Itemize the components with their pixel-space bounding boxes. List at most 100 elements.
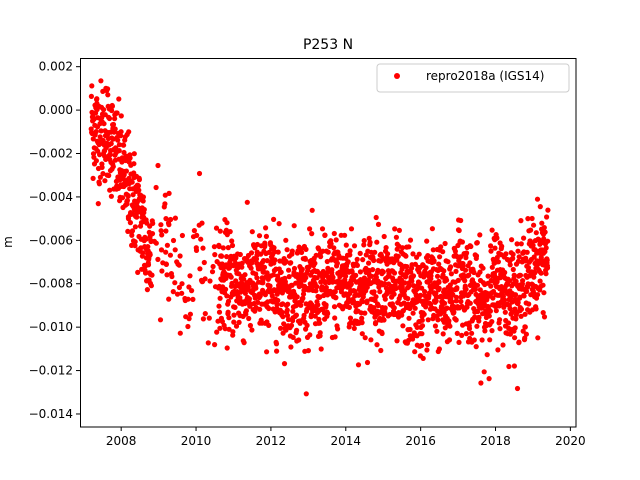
data-point — [374, 342, 380, 348]
data-point — [459, 239, 465, 245]
data-point — [531, 274, 537, 280]
data-point — [253, 285, 259, 291]
data-point — [511, 272, 517, 278]
x-tick-label: 2012 — [256, 434, 287, 448]
data-point — [284, 307, 290, 313]
data-point — [198, 236, 204, 242]
data-point — [187, 273, 193, 279]
data-point — [454, 330, 460, 336]
data-point — [129, 228, 136, 234]
data-point — [347, 252, 353, 258]
data-point — [399, 312, 405, 318]
data-point — [506, 278, 513, 284]
data-point — [467, 335, 473, 341]
data-point — [518, 218, 524, 224]
data-point — [513, 292, 519, 298]
data-point — [168, 216, 174, 223]
data-point — [97, 134, 103, 140]
data-point — [374, 239, 380, 245]
data-point — [539, 220, 545, 226]
data-point — [407, 326, 413, 333]
data-point — [430, 247, 436, 253]
data-point — [176, 284, 182, 291]
data-point — [387, 311, 393, 318]
data-point — [116, 142, 122, 148]
data-point — [418, 342, 425, 349]
data-point — [205, 340, 211, 346]
data-point — [458, 298, 464, 305]
data-point — [395, 253, 401, 259]
data-point — [309, 231, 315, 237]
data-point — [453, 317, 459, 323]
data-point — [379, 330, 385, 337]
data-point — [134, 214, 140, 220]
data-point — [225, 245, 231, 251]
data-point — [479, 337, 485, 343]
data-point — [200, 245, 206, 251]
data-point — [216, 243, 222, 250]
data-point — [405, 296, 411, 302]
data-point — [484, 352, 490, 358]
data-point — [469, 330, 475, 336]
data-point — [312, 260, 318, 266]
data-point — [316, 246, 322, 252]
data-point — [153, 184, 159, 191]
data-point — [346, 304, 352, 310]
data-point — [257, 293, 263, 299]
data-point — [522, 311, 528, 317]
data-point — [231, 312, 237, 318]
data-point — [330, 274, 336, 280]
data-point — [373, 320, 379, 326]
data-point — [434, 328, 440, 334]
data-point — [107, 187, 113, 193]
data-point — [177, 253, 183, 259]
data-point — [305, 348, 311, 354]
data-point — [309, 207, 315, 213]
data-point — [207, 278, 213, 284]
data-point — [523, 255, 529, 261]
data-point — [458, 217, 464, 224]
data-point — [511, 335, 518, 341]
data-point — [140, 250, 146, 256]
data-point — [153, 240, 159, 246]
data-point — [229, 280, 235, 286]
data-point — [200, 316, 206, 322]
data-point — [199, 220, 205, 226]
data-point — [364, 359, 371, 366]
data-point — [423, 265, 429, 271]
data-point — [434, 273, 441, 279]
data-point — [440, 249, 446, 255]
data-point — [361, 242, 367, 248]
data-point — [270, 272, 276, 278]
data-point — [307, 226, 313, 232]
data-point — [313, 252, 319, 258]
data-point — [90, 175, 96, 181]
data-point — [359, 315, 365, 321]
data-point — [224, 345, 230, 351]
data-point — [211, 244, 217, 250]
data-point — [391, 291, 397, 297]
data-point — [172, 215, 178, 221]
data-point — [279, 309, 285, 315]
data-point — [158, 222, 164, 228]
data-point — [291, 223, 297, 229]
data-point — [424, 238, 430, 244]
data-point — [233, 255, 239, 261]
data-point — [162, 201, 168, 207]
data-point — [164, 272, 170, 278]
data-point — [471, 269, 477, 276]
data-point — [456, 227, 462, 234]
data-point — [535, 335, 541, 341]
data-point — [440, 272, 446, 278]
data-point — [158, 247, 165, 253]
data-point — [489, 227, 495, 233]
data-point — [187, 311, 193, 317]
data-point — [406, 244, 412, 250]
data-point — [477, 269, 483, 275]
data-point — [254, 241, 260, 248]
data-point — [302, 283, 308, 289]
data-point — [533, 230, 539, 236]
legend-marker — [394, 73, 400, 79]
data-point — [314, 275, 320, 281]
plot-frame — [80, 58, 577, 428]
